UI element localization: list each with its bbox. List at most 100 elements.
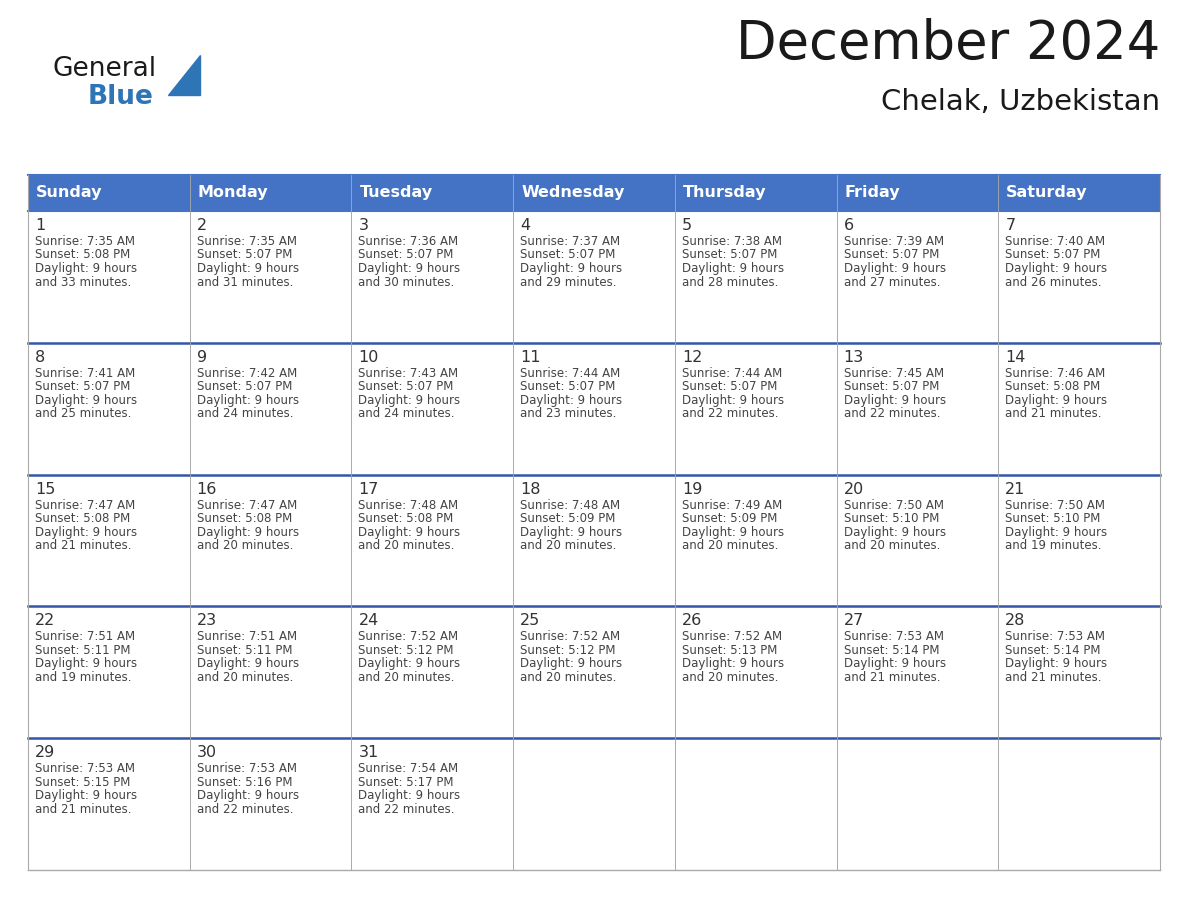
- Text: Daylight: 9 hours: Daylight: 9 hours: [34, 526, 137, 539]
- Text: Wednesday: Wednesday: [522, 185, 625, 200]
- Text: and 21 minutes.: and 21 minutes.: [34, 539, 132, 552]
- Bar: [29, 475, 190, 607]
- Bar: [190, 342, 352, 475]
- Text: Daylight: 9 hours: Daylight: 9 hours: [843, 657, 946, 670]
- Text: Sunset: 5:07 PM: Sunset: 5:07 PM: [843, 249, 939, 262]
- Text: Sunset: 5:07 PM: Sunset: 5:07 PM: [682, 380, 777, 393]
- Text: 26: 26: [682, 613, 702, 629]
- Bar: [513, 342, 675, 475]
- Text: Sunset: 5:10 PM: Sunset: 5:10 PM: [1005, 512, 1100, 525]
- Text: 25: 25: [520, 613, 541, 629]
- Text: Sunset: 5:11 PM: Sunset: 5:11 PM: [197, 644, 292, 657]
- Text: 12: 12: [682, 350, 702, 364]
- Text: and 20 minutes.: and 20 minutes.: [359, 539, 455, 552]
- Text: and 22 minutes.: and 22 minutes.: [197, 802, 293, 816]
- Text: Sunset: 5:07 PM: Sunset: 5:07 PM: [197, 249, 292, 262]
- Text: and 22 minutes.: and 22 minutes.: [843, 408, 940, 420]
- Text: 8: 8: [34, 350, 45, 364]
- Text: Daylight: 9 hours: Daylight: 9 hours: [1005, 526, 1107, 539]
- Bar: [29, 342, 190, 475]
- Text: and 23 minutes.: and 23 minutes.: [520, 408, 617, 420]
- Text: Daylight: 9 hours: Daylight: 9 hours: [682, 526, 784, 539]
- Text: Sunrise: 7:53 AM: Sunrise: 7:53 AM: [34, 762, 135, 775]
- Text: Sunrise: 7:38 AM: Sunrise: 7:38 AM: [682, 235, 782, 248]
- Text: Daylight: 9 hours: Daylight: 9 hours: [1005, 262, 1107, 275]
- Text: Sunrise: 7:40 AM: Sunrise: 7:40 AM: [1005, 235, 1105, 248]
- Bar: [352, 342, 513, 475]
- Text: Monday: Monday: [197, 185, 268, 200]
- Text: and 21 minutes.: and 21 minutes.: [34, 802, 132, 816]
- Text: 16: 16: [197, 482, 217, 497]
- Text: and 28 minutes.: and 28 minutes.: [682, 275, 778, 288]
- Bar: [998, 738, 1159, 870]
- Bar: [836, 738, 998, 870]
- Text: 31: 31: [359, 745, 379, 760]
- Bar: [836, 475, 998, 607]
- Text: Daylight: 9 hours: Daylight: 9 hours: [1005, 657, 1107, 670]
- Bar: [513, 607, 675, 738]
- Text: and 22 minutes.: and 22 minutes.: [359, 802, 455, 816]
- Text: 22: 22: [34, 613, 56, 629]
- Text: Sunrise: 7:48 AM: Sunrise: 7:48 AM: [359, 498, 459, 511]
- Bar: [513, 738, 675, 870]
- Text: Daylight: 9 hours: Daylight: 9 hours: [520, 657, 623, 670]
- Text: Sunrise: 7:49 AM: Sunrise: 7:49 AM: [682, 498, 782, 511]
- Text: and 27 minutes.: and 27 minutes.: [843, 275, 940, 288]
- Text: and 29 minutes.: and 29 minutes.: [520, 275, 617, 288]
- Text: Sunrise: 7:52 AM: Sunrise: 7:52 AM: [359, 631, 459, 644]
- Bar: [675, 211, 836, 342]
- Text: Daylight: 9 hours: Daylight: 9 hours: [682, 262, 784, 275]
- Text: Sunrise: 7:35 AM: Sunrise: 7:35 AM: [34, 235, 135, 248]
- Text: Sunset: 5:16 PM: Sunset: 5:16 PM: [197, 776, 292, 789]
- Text: Sunday: Sunday: [36, 185, 102, 200]
- Text: Sunrise: 7:43 AM: Sunrise: 7:43 AM: [359, 367, 459, 380]
- Text: Sunrise: 7:52 AM: Sunrise: 7:52 AM: [682, 631, 782, 644]
- Text: General: General: [52, 56, 156, 82]
- Bar: [675, 342, 836, 475]
- Text: Sunset: 5:12 PM: Sunset: 5:12 PM: [520, 644, 615, 657]
- Text: Daylight: 9 hours: Daylight: 9 hours: [197, 262, 299, 275]
- Bar: [513, 175, 675, 211]
- Text: Sunrise: 7:42 AM: Sunrise: 7:42 AM: [197, 367, 297, 380]
- Text: Daylight: 9 hours: Daylight: 9 hours: [520, 526, 623, 539]
- Text: and 20 minutes.: and 20 minutes.: [520, 671, 617, 684]
- Text: and 24 minutes.: and 24 minutes.: [197, 408, 293, 420]
- Text: Sunset: 5:17 PM: Sunset: 5:17 PM: [359, 776, 454, 789]
- Text: Daylight: 9 hours: Daylight: 9 hours: [682, 394, 784, 407]
- Text: 13: 13: [843, 350, 864, 364]
- Bar: [29, 607, 190, 738]
- Text: Sunset: 5:07 PM: Sunset: 5:07 PM: [520, 249, 615, 262]
- Bar: [836, 342, 998, 475]
- Text: Sunset: 5:14 PM: Sunset: 5:14 PM: [1005, 644, 1101, 657]
- Bar: [998, 607, 1159, 738]
- Text: Sunrise: 7:54 AM: Sunrise: 7:54 AM: [359, 762, 459, 775]
- Text: Daylight: 9 hours: Daylight: 9 hours: [359, 394, 461, 407]
- Text: Sunrise: 7:37 AM: Sunrise: 7:37 AM: [520, 235, 620, 248]
- Text: Sunset: 5:07 PM: Sunset: 5:07 PM: [520, 380, 615, 393]
- Text: and 31 minutes.: and 31 minutes.: [197, 275, 293, 288]
- Text: Blue: Blue: [88, 84, 154, 110]
- Text: and 20 minutes.: and 20 minutes.: [682, 539, 778, 552]
- Text: Sunrise: 7:50 AM: Sunrise: 7:50 AM: [843, 498, 943, 511]
- Text: and 30 minutes.: and 30 minutes.: [359, 275, 455, 288]
- Text: 27: 27: [843, 613, 864, 629]
- Text: and 20 minutes.: and 20 minutes.: [359, 671, 455, 684]
- Text: and 33 minutes.: and 33 minutes.: [34, 275, 131, 288]
- Text: 18: 18: [520, 482, 541, 497]
- Text: 4: 4: [520, 218, 530, 233]
- Text: Sunrise: 7:52 AM: Sunrise: 7:52 AM: [520, 631, 620, 644]
- Text: Sunrise: 7:41 AM: Sunrise: 7:41 AM: [34, 367, 135, 380]
- Text: 19: 19: [682, 482, 702, 497]
- Bar: [190, 738, 352, 870]
- Text: 5: 5: [682, 218, 691, 233]
- Text: 3: 3: [359, 218, 368, 233]
- Text: 21: 21: [1005, 482, 1025, 497]
- Text: Sunrise: 7:50 AM: Sunrise: 7:50 AM: [1005, 498, 1105, 511]
- Text: Sunrise: 7:51 AM: Sunrise: 7:51 AM: [34, 631, 135, 644]
- Text: and 25 minutes.: and 25 minutes.: [34, 408, 132, 420]
- Text: Sunrise: 7:44 AM: Sunrise: 7:44 AM: [682, 367, 782, 380]
- Text: Daylight: 9 hours: Daylight: 9 hours: [197, 789, 299, 802]
- Bar: [29, 175, 190, 211]
- Text: Sunset: 5:08 PM: Sunset: 5:08 PM: [197, 512, 292, 525]
- Text: Sunset: 5:07 PM: Sunset: 5:07 PM: [34, 380, 131, 393]
